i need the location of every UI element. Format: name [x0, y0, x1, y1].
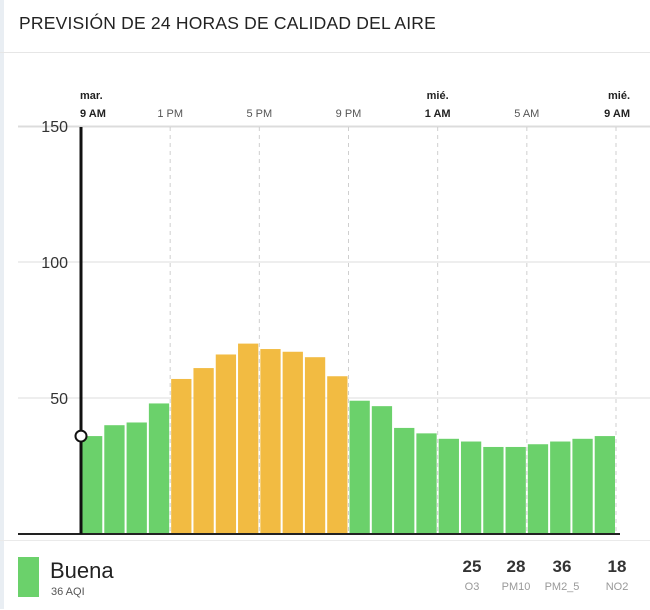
pollutant-name: NO2 [605, 581, 629, 593]
pollutant-value: 25 [462, 557, 482, 576]
pollutant-pm10: 28 PM10 [481, 557, 551, 593]
aqi-bar [550, 441, 571, 534]
x-tick-hour: 1 PM [157, 108, 183, 120]
y-tick-label: 100 [41, 255, 68, 272]
pollutant-pm2-5: 36 PM2_5 [527, 557, 597, 593]
aqi-bar [104, 425, 125, 534]
air-quality-category: Buena [50, 558, 114, 583]
aqi-bar [260, 349, 281, 534]
pollutant-value: 18 [607, 557, 627, 576]
pollutant-value: 28 [506, 557, 526, 576]
aqi-forecast-chart: 50100150200250300mar.9 AM1 PM5 PM9 PMmié… [18, 90, 650, 535]
x-tick-day: mié. [608, 90, 630, 102]
aqi-bar [460, 441, 482, 534]
aqi-bar [594, 436, 615, 534]
aqi-bar [327, 376, 348, 534]
x-tick-hour: 5 AM [514, 108, 539, 120]
aqi-bar [416, 433, 437, 534]
aqi-bar [126, 422, 147, 534]
aqi-bar [483, 446, 504, 534]
aqi-bar [193, 368, 214, 534]
aqi-bar [148, 403, 170, 534]
aqi-bar [238, 343, 259, 534]
x-tick-day: mié. [427, 90, 449, 102]
aqi-bar [572, 438, 593, 534]
footer: Buena 36 AQI 25 O3 28 PM10 36 PM2_5 18 N… [0, 540, 650, 610]
x-tick-hour: 5 PM [246, 108, 272, 120]
aqi-bar [82, 436, 103, 534]
pollutant-o3: 25 O3 [437, 557, 507, 593]
pollutant-name: PM10 [501, 581, 531, 593]
aqi-bar [282, 351, 303, 534]
y-tick-label: 150 [41, 119, 68, 136]
left-edge-rule [0, 0, 4, 609]
pollutant-name: PM2_5 [544, 581, 580, 593]
pollutant-value: 36 [552, 557, 572, 576]
aqi-bar [371, 406, 393, 534]
current-value-marker [74, 429, 88, 443]
aqi-bar [394, 427, 415, 534]
pollutant-name: O3 [464, 581, 480, 593]
x-tick-hour: 9 AM [604, 108, 630, 120]
aqi-bar [304, 357, 326, 534]
category-color-swatch [18, 557, 39, 597]
pollutant-no2: 18 NO2 [582, 557, 650, 593]
x-tick-hour: 9 PM [336, 108, 362, 120]
aqi-bar [527, 444, 549, 534]
header: PREVISIÓN DE 24 HORAS DE CALIDAD DEL AIR… [0, 0, 650, 53]
aqi-bar [505, 446, 526, 534]
x-tick-hour: 1 AM [425, 108, 451, 120]
aqi-bar [215, 354, 237, 534]
x-tick-hour: 9 AM [80, 108, 106, 120]
aqi-bar [349, 400, 370, 534]
aqi-bar [438, 438, 459, 534]
aqi-value: 36 AQI [51, 586, 85, 598]
x-tick-day: mar. [80, 90, 103, 102]
aqi-bar [171, 378, 192, 534]
y-tick-label: 50 [50, 391, 68, 408]
page-title: PREVISIÓN DE 24 HORAS DE CALIDAD DEL AIR… [19, 13, 436, 33]
